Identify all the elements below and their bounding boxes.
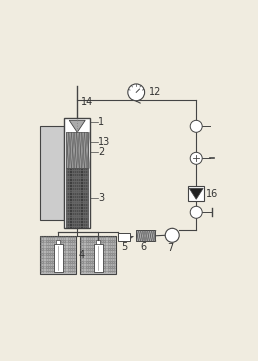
Bar: [40, 126, 64, 220]
Text: 13: 13: [98, 137, 110, 147]
Circle shape: [190, 206, 202, 218]
Text: 16: 16: [206, 189, 219, 199]
Text: 4: 4: [78, 250, 84, 260]
Circle shape: [165, 228, 179, 242]
Bar: [136, 230, 155, 241]
Bar: [94, 244, 103, 272]
Circle shape: [190, 120, 202, 132]
Text: 14: 14: [81, 97, 93, 107]
Bar: [188, 186, 204, 201]
Text: 5: 5: [121, 242, 127, 252]
Text: 2: 2: [98, 147, 104, 157]
Bar: [64, 118, 90, 228]
Circle shape: [190, 152, 202, 164]
Text: 1: 1: [98, 117, 104, 127]
Bar: [40, 236, 76, 274]
Text: 3: 3: [98, 193, 104, 203]
Text: 6: 6: [141, 242, 147, 252]
Bar: [66, 168, 88, 228]
Bar: [96, 240, 100, 244]
Bar: [118, 233, 130, 241]
Text: 7: 7: [167, 243, 173, 253]
Circle shape: [128, 84, 145, 101]
Polygon shape: [189, 188, 203, 199]
Text: 12: 12: [149, 87, 161, 97]
Polygon shape: [69, 120, 85, 132]
Bar: [54, 244, 63, 272]
Bar: [80, 236, 116, 274]
Bar: [66, 132, 88, 168]
Bar: [57, 240, 60, 244]
